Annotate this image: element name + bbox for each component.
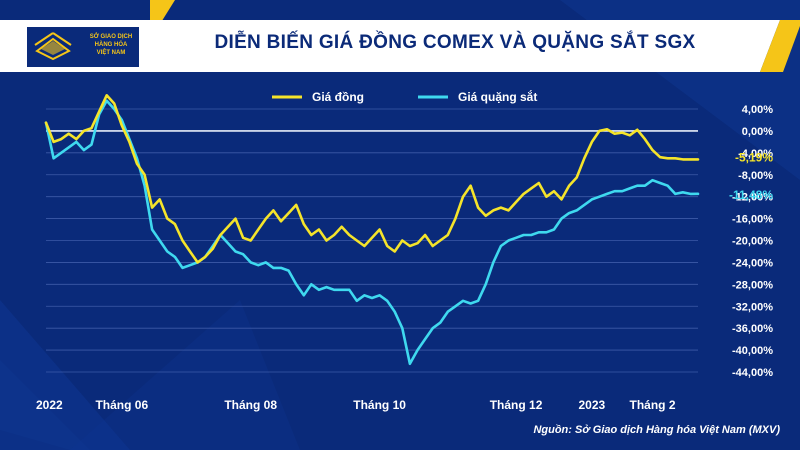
y-tick-label: 0,00% [742,126,773,138]
legend-iron-ore-label: Giá quặng sắt [458,89,537,104]
end-labels: -5,19% -11,48% [729,150,773,201]
mxv-logo: SỞ GIAO DỊCH HÀNG HÓA VIỆT NAM [26,26,140,68]
y-tick-label: 4,00% [742,104,773,116]
x-tick-label: Tháng 2 [630,398,676,412]
source-note: Nguồn: Sở Giao dịch Hàng hóa Việt Nam (M… [533,424,780,436]
y-tick-label: -40,00% [732,345,773,357]
y-tick-label: -32,00% [732,301,773,313]
y-tick-label: -20,00% [732,236,773,248]
logo-line: SỞ GIAO DỊCH [89,34,133,40]
legend-copper-label: Giá đồng [312,90,364,104]
series-line-iron-ore [44,99,700,366]
series-line-copper [44,94,700,264]
mxv-logo-mark [34,32,72,61]
logo-text: SỞ GIAO DỊCH HÀNG HÓA VIỆT NAM [85,33,137,57]
x-axis-ticks: 2022 Tháng 06 Tháng 08 Tháng 10 Tháng 12 2023… [36,398,676,412]
x-tick-label: Tháng 08 [224,398,277,412]
chart-title: DIỄN BIẾN GIÁ ĐỒNG COMEX VÀ QUẶNG SẮT SG… [214,32,696,53]
end-label-iron-ore: -11,48% [729,188,773,202]
y-tick-label: -44,00% [732,367,773,379]
logo-line: HÀNG HÓA [94,42,128,48]
header-band [0,20,800,72]
y-tick-label: -4,00% [738,148,773,160]
grid [46,108,698,373]
y-tick-label: -28,00% [732,279,773,291]
end-label-copper: -5,19% [735,150,773,164]
x-tick-label: 2023 [579,398,606,412]
x-tick-label: Tháng 12 [490,398,543,412]
x-tick-label: Tháng 10 [353,398,406,412]
y-axis-ticks: 4,00% 0,00% -4,00% -8,00% -12,00% -16,00% -20,… [732,104,773,379]
legend: Giá đồng Giá quặng sắt [272,89,537,104]
y-tick-label: -12,00% [732,192,773,204]
series-lines [44,94,700,366]
y-tick-label: -8,00% [738,170,773,182]
logo-line: VIỆT NAM [96,50,126,56]
x-tick-label: Tháng 06 [95,398,148,412]
y-tick-label: -36,00% [732,323,773,335]
y-tick-label: -16,00% [732,214,773,226]
y-tick-label: -24,00% [732,257,773,269]
x-tick-label: 2022 [36,398,63,412]
